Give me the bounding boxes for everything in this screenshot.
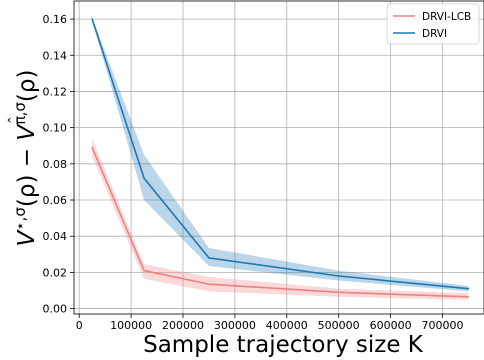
y-label-sup2-hat: ˆ xyxy=(6,116,24,124)
x-tick-label: 600000 xyxy=(370,319,412,332)
point-drvi-lcb xyxy=(91,146,93,149)
point-drvi-lcb xyxy=(208,283,210,285)
grid-lines xyxy=(74,1,484,314)
x-tick-label: 300000 xyxy=(214,319,256,332)
y-label-rho2: (ρ) xyxy=(14,70,40,103)
y-label-rho1: (ρ) − xyxy=(14,141,40,207)
y-label-sup1: ⋆,σ xyxy=(11,207,29,231)
y-tick-label: 0.04 xyxy=(43,230,68,243)
y-label-sup2-rest: ,σ xyxy=(11,102,29,117)
x-tick-label: 400000 xyxy=(266,319,308,332)
point-drvi xyxy=(143,177,145,180)
point-drvi xyxy=(467,287,470,290)
point-drvi-lcb xyxy=(337,291,340,294)
y-tick-label: 0.02 xyxy=(43,266,68,279)
y-axis-label: V⋆,σ(ρ) − Vπˆ,σ(ρ) xyxy=(6,70,40,247)
y-tick-label: 0.12 xyxy=(43,85,68,98)
confidence-bands xyxy=(92,17,469,300)
y-label-v1: V xyxy=(14,228,40,246)
plot-area-frame xyxy=(73,0,484,315)
legend-box xyxy=(386,3,480,45)
band-drvi xyxy=(92,17,469,292)
series-lines xyxy=(91,18,470,298)
legend-label-drvi-lcb: DRVI-LCB xyxy=(422,11,471,23)
x-tick-label: 500000 xyxy=(318,319,360,332)
y-tick-label: 0.06 xyxy=(43,194,68,207)
point-drvi xyxy=(337,275,340,277)
y-tick-label: 0.10 xyxy=(43,122,68,135)
x-tick-label: 0 xyxy=(76,319,83,332)
x-axis-label: Sample trajectory size K xyxy=(143,332,424,358)
legend-label-drvi: DRVI xyxy=(422,28,447,40)
point-drvi-lcb xyxy=(143,269,145,272)
y-label-v2: V xyxy=(14,123,40,141)
x-tick-label: 200000 xyxy=(162,319,204,332)
y-label-sup2-pi: π xyxy=(11,116,29,125)
x-axis-ticks: 0 100000 200000 300000 400000 500000 600000 700… xyxy=(76,314,463,332)
x-tick-label: 100000 xyxy=(110,319,152,332)
point-drvi xyxy=(91,18,93,20)
point-drvi xyxy=(208,257,210,259)
legend: DRVI-LCB DRVI xyxy=(386,3,480,45)
y-tick-label: 0.14 xyxy=(43,49,68,62)
x-tick-label: 700000 xyxy=(421,319,463,332)
point-drvi-lcb xyxy=(467,296,470,298)
line-drvi xyxy=(91,18,469,290)
y-tick-label: 0.16 xyxy=(43,13,68,26)
y-tick-label: 0.08 xyxy=(43,158,68,171)
y-axis-ticks: 0.00 0.02 0.04 0.06 0.08 0.10 0.12 0.14 0.16 xyxy=(43,13,74,316)
y-tick-label: 0.00 xyxy=(43,303,68,316)
